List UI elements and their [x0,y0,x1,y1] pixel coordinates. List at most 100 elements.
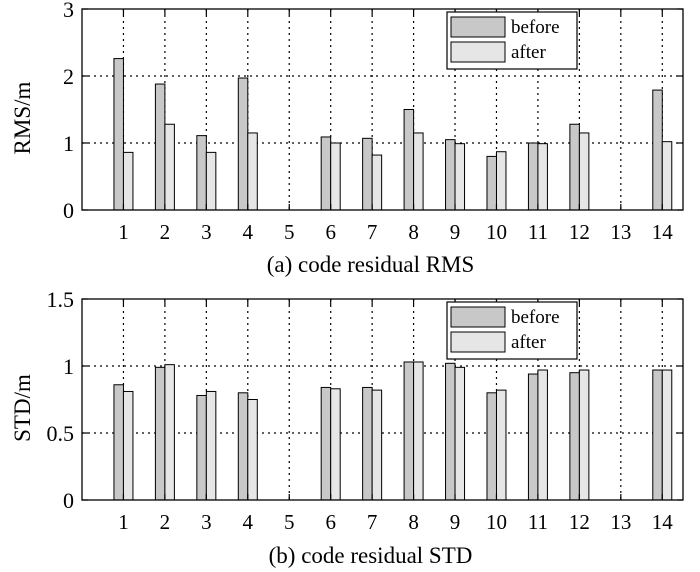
bar-before-7 [362,137,373,211]
bar-before-9 [445,139,456,211]
bar-before-7 [362,386,373,501]
legend-label-before: before [511,17,560,38]
bar-after-3 [205,390,217,501]
legend-swatch-before [450,16,506,38]
chart-title: (b) code residual STD [269,543,473,568]
bar-after-10 [495,389,507,501]
bar-after-6 [330,388,341,501]
bar-after-7 [371,154,383,211]
bar-after-6 [330,142,341,211]
bar-after-1 [122,151,134,211]
x-tick-label: 12 [569,220,590,244]
legend: before after [446,11,578,70]
bar-before-12 [569,123,580,211]
bar-before-12 [569,372,580,501]
bar-after-10 [495,151,507,211]
bar-before-14 [652,89,663,211]
y-tick-label: 1 [63,354,74,379]
legend-swatch-after [450,331,506,353]
bar-before-10 [486,392,497,501]
bar-before-3 [196,394,207,501]
bar-before-8 [403,361,415,501]
legend-swatch-after [450,41,506,63]
x-tick-label: 4 [243,510,254,534]
bar-before-14 [652,369,663,501]
x-tick-label: 6 [325,510,336,534]
legend-swatch-before [450,306,506,328]
x-tick-label: 2 [160,220,171,244]
x-tick-label: 8 [408,220,419,244]
x-tick-label: 9 [450,510,461,534]
bar-before-9 [445,362,456,501]
y-tick-label: 0.5 [47,421,75,446]
bar-after-11 [537,369,548,501]
y-tick-label: 3 [63,0,74,22]
bar-after-9 [454,143,466,211]
y-axis-label: STD/m [10,374,35,442]
legend: before after [446,301,578,360]
bar-before-10 [486,155,497,211]
bar-before-11 [527,373,539,501]
bar-before-1 [113,58,124,211]
bar-after-12 [578,369,590,501]
bar-after-2 [164,364,175,501]
x-tick-label: 1 [118,510,129,534]
x-tick-label: 5 [284,220,295,244]
bar-before-6 [320,386,332,501]
y-tick-label: 2 [63,64,74,89]
bar-after-14 [661,141,673,211]
x-tick-label: 4 [243,220,254,244]
x-tick-label: 9 [450,220,461,244]
bar-before-6 [320,136,332,211]
bar-after-4 [247,132,258,211]
bar-after-2 [164,123,175,211]
axes-frame [81,298,684,501]
x-tick-label: 10 [486,510,507,534]
x-tick-label: 1 [118,220,129,244]
x-tick-label: 2 [160,510,171,534]
y-tick-label: 1.5 [47,287,75,312]
x-tick-label: 14 [652,510,674,534]
bar-after-4 [247,399,258,501]
x-tick-label: 3 [201,510,212,534]
bar-after-14 [661,369,673,501]
x-tick-label: 11 [528,510,548,534]
bar-after-8 [413,132,424,211]
x-tick-label: 7 [367,220,378,244]
bar-before-2 [154,83,166,211]
x-tick-label: 13 [610,220,631,244]
x-tick-label: 8 [408,510,419,534]
bar-before-2 [154,366,166,501]
bar-before-8 [403,109,415,211]
legend-label-after: after [511,42,546,63]
bar-after-9 [454,366,466,501]
x-tick-label: 7 [367,510,378,534]
chart-title: (a) code residual RMS [267,252,475,277]
y-axis-label: RMS/m [10,81,35,154]
axes-frame [81,8,684,211]
legend-label-before: before [511,307,560,328]
bar-after-8 [413,361,424,501]
bar-before-3 [196,135,207,211]
bar-after-7 [371,389,383,501]
bar-after-1 [122,390,134,501]
y-tick-label: 0 [63,488,74,513]
x-tick-label: 11 [528,220,548,244]
x-tick-label: 10 [486,220,507,244]
x-tick-label: 6 [325,220,336,244]
bar-after-12 [578,132,590,211]
y-tick-label: 0 [63,198,74,223]
x-tick-label: 13 [610,510,631,534]
bar-before-4 [237,77,249,211]
x-tick-label: 5 [284,510,295,534]
x-tick-label: 12 [569,510,590,534]
legend-label-after: after [511,332,546,353]
y-tick-label: 1 [63,131,74,156]
bar-before-11 [527,142,539,211]
bar-after-11 [537,143,548,211]
x-tick-label: 3 [201,220,212,244]
x-tick-label: 14 [652,220,674,244]
